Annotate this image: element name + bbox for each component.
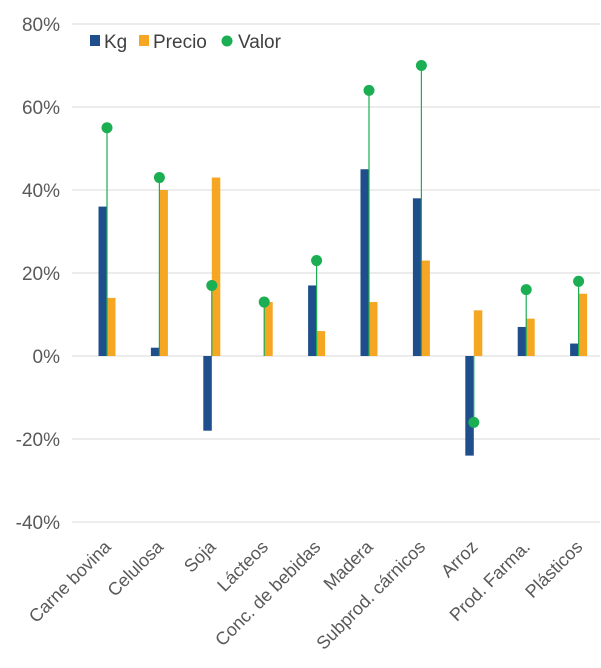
- bar-precio: [264, 302, 273, 356]
- bar-precio: [473, 310, 483, 356]
- bar-kg: [412, 198, 422, 356]
- legend-item-precio: Precio: [139, 32, 207, 53]
- bar-precio: [211, 177, 221, 356]
- legend-item-kg: Kg: [90, 32, 127, 53]
- x-tick-label: Carne bovina: [25, 536, 116, 627]
- bar-kg: [517, 326, 527, 356]
- point-valor: [206, 279, 218, 291]
- bar-precio: [578, 293, 588, 356]
- legend-swatch: [139, 35, 149, 46]
- bar-precio: [421, 260, 430, 356]
- bar-precio: [369, 302, 378, 356]
- gridlines: [72, 23, 600, 523]
- point-valor: [573, 275, 585, 287]
- point-valor: [520, 284, 532, 296]
- bar-kg: [150, 347, 160, 356]
- y-tick-label: 40%: [22, 181, 60, 202]
- point-valor: [415, 60, 427, 71]
- point-valor: [153, 172, 165, 184]
- legend: Kg Precio Valor: [90, 32, 282, 53]
- bar-precio: [159, 190, 168, 356]
- point-valor: [101, 122, 113, 134]
- bar-kg: [360, 169, 369, 356]
- point-valor: [258, 296, 270, 308]
- x-tick-label: Celulosa: [104, 536, 168, 600]
- point-valor: [363, 84, 375, 96]
- y-tick-label: -20%: [16, 430, 60, 451]
- bar-kg: [203, 356, 212, 431]
- y-axis-ticks: -40% -20% 0% 20% 40% 60% 80%: [16, 15, 60, 534]
- y-tick-label: -40%: [16, 513, 60, 534]
- bar-kg: [570, 343, 579, 356]
- bar-kg: [465, 356, 474, 456]
- bar-precio: [526, 318, 535, 356]
- bar-precio: [316, 331, 326, 356]
- y-tick-label: 80%: [22, 15, 60, 36]
- legend-item-valor: Valor: [221, 32, 282, 53]
- legend-swatch: [221, 35, 233, 47]
- point-valor: [311, 255, 323, 267]
- legend-swatch: [90, 35, 100, 46]
- y-tick-label: 20%: [22, 264, 60, 285]
- y-tick-label: 60%: [22, 98, 60, 119]
- y-tick-label: 0%: [33, 347, 61, 368]
- bar-kg: [98, 206, 107, 356]
- bar-kg: [308, 285, 317, 356]
- x-tick-label: Arroz: [437, 537, 482, 582]
- chart-marks: [98, 60, 588, 456]
- bar-precio: [107, 297, 116, 356]
- x-tick-label: Soja: [180, 536, 220, 576]
- legend-label: Valor: [238, 32, 282, 53]
- legend-label: Precio: [153, 32, 207, 53]
- point-valor: [468, 416, 480, 428]
- x-tick-label: Plásticos: [521, 537, 586, 602]
- legend-label: Kg: [104, 32, 127, 53]
